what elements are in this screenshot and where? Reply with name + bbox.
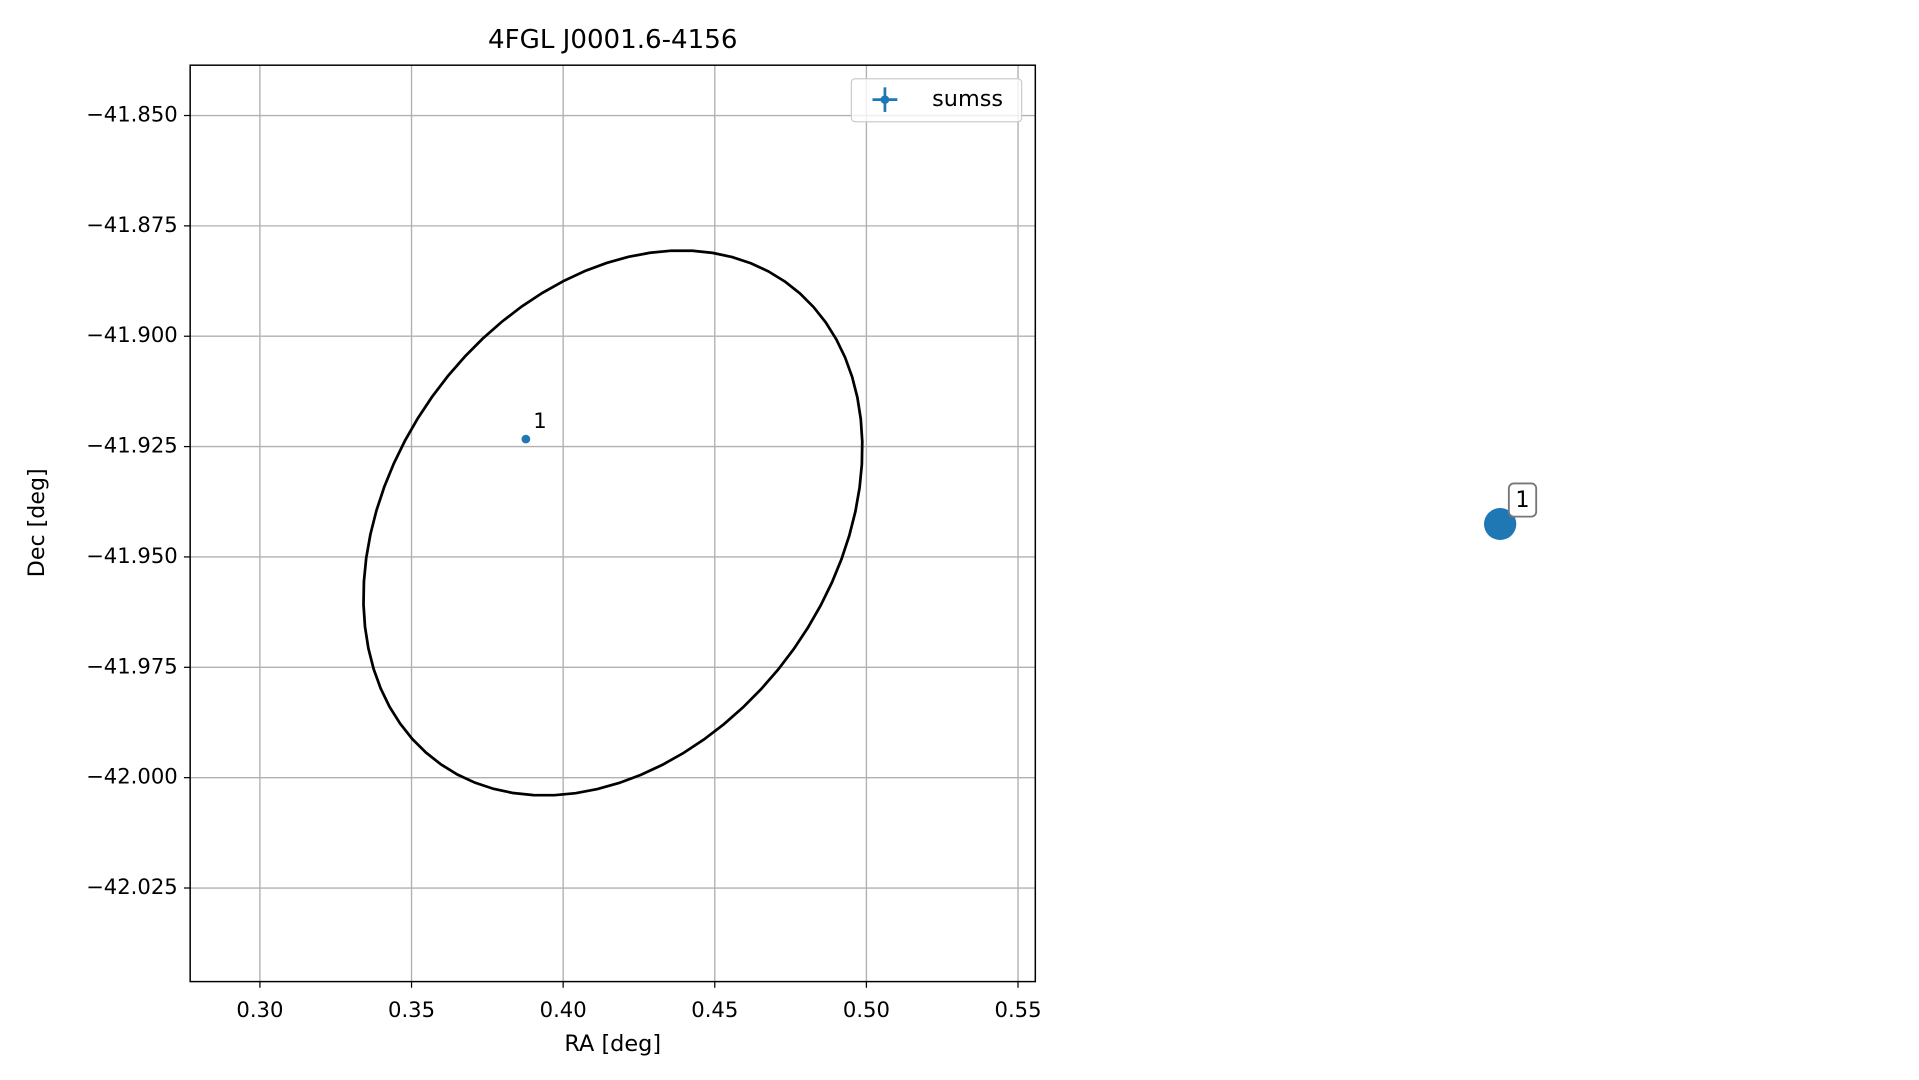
y-tick-label: −42.000 bbox=[86, 764, 178, 789]
y-tick-label: −41.875 bbox=[86, 212, 178, 237]
y-tick-label: −41.950 bbox=[86, 543, 178, 568]
point-label: 1 bbox=[533, 408, 546, 433]
y-axis-label: Dec [deg] bbox=[24, 468, 50, 577]
x-tick-label: 0.50 bbox=[843, 997, 890, 1022]
data-point bbox=[521, 434, 531, 444]
x-tick-label: 0.30 bbox=[236, 997, 283, 1022]
legend-box bbox=[850, 78, 1023, 123]
x-tick-label: 0.40 bbox=[540, 997, 587, 1022]
plot-frame bbox=[189, 64, 1037, 983]
legend-marker bbox=[880, 95, 890, 104]
y-tick-label: −41.925 bbox=[86, 433, 178, 458]
side-label-box bbox=[1507, 482, 1538, 518]
x-tick-label: 0.35 bbox=[388, 997, 435, 1022]
chart-title: 4FGL J0001.6-4156 bbox=[488, 25, 737, 55]
y-tick-label: −41.900 bbox=[86, 322, 178, 347]
side-label: 1 bbox=[1515, 487, 1529, 513]
x-tick-label: 0.55 bbox=[995, 997, 1042, 1022]
legend-label: sumss bbox=[932, 86, 1003, 112]
x-axis-label: RA [deg] bbox=[564, 1031, 661, 1057]
y-tick-label: −41.975 bbox=[86, 653, 178, 678]
y-tick-label: −42.025 bbox=[86, 874, 178, 899]
x-tick-label: 0.45 bbox=[691, 997, 738, 1022]
y-tick-label: −41.850 bbox=[86, 102, 178, 127]
error-ellipse bbox=[362, 249, 864, 797]
side-marker bbox=[1483, 508, 1517, 540]
